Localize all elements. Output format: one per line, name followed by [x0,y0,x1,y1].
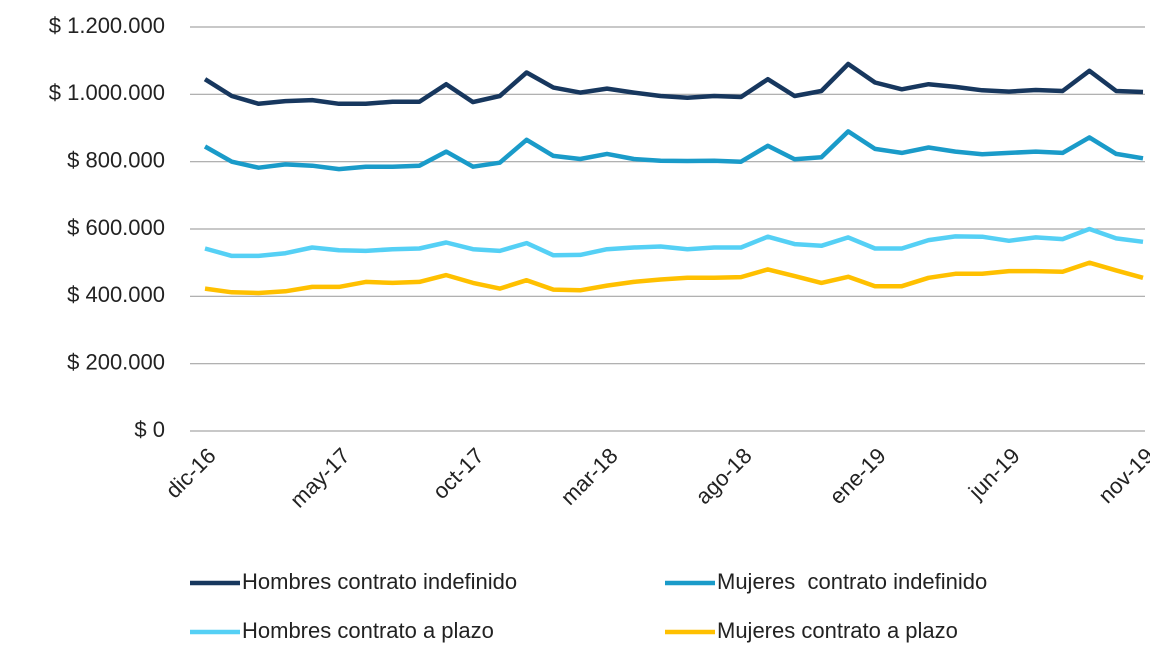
x-tick-label: may-17 [285,443,355,513]
x-tick-label: ago-18 [691,443,757,509]
x-tick-label: oct-17 [428,443,489,504]
x-tick-label: ene-19 [825,443,891,509]
legend-label: Mujeres contrato a plazo [717,618,958,643]
y-tick-label: $ 0 [134,417,165,442]
series-line [203,61,1144,107]
x-tick-label: mar-18 [556,443,623,510]
y-tick-label: $ 400.000 [67,282,165,307]
x-tick-label: nov-19 [1093,443,1150,508]
x-tick-label: jun-19 [963,443,1025,505]
y-tick-label: $ 600.000 [67,215,165,240]
x-tick-label: dic-16 [161,443,221,503]
y-tick-label: $ 200.000 [67,349,165,374]
series-line [203,129,1144,172]
legend-label: Hombres contrato indefinido [242,569,517,594]
legend-label: Mujeres contrato indefinido [717,569,987,594]
y-tick-label: $ 1.200.000 [49,13,165,38]
y-tick-label: $ 800.000 [67,147,165,172]
series-line [204,260,1144,296]
y-tick-label: $ 1.000.000 [49,80,165,105]
series-line [204,226,1144,259]
legend-label: Hombres contrato a plazo [242,618,494,643]
